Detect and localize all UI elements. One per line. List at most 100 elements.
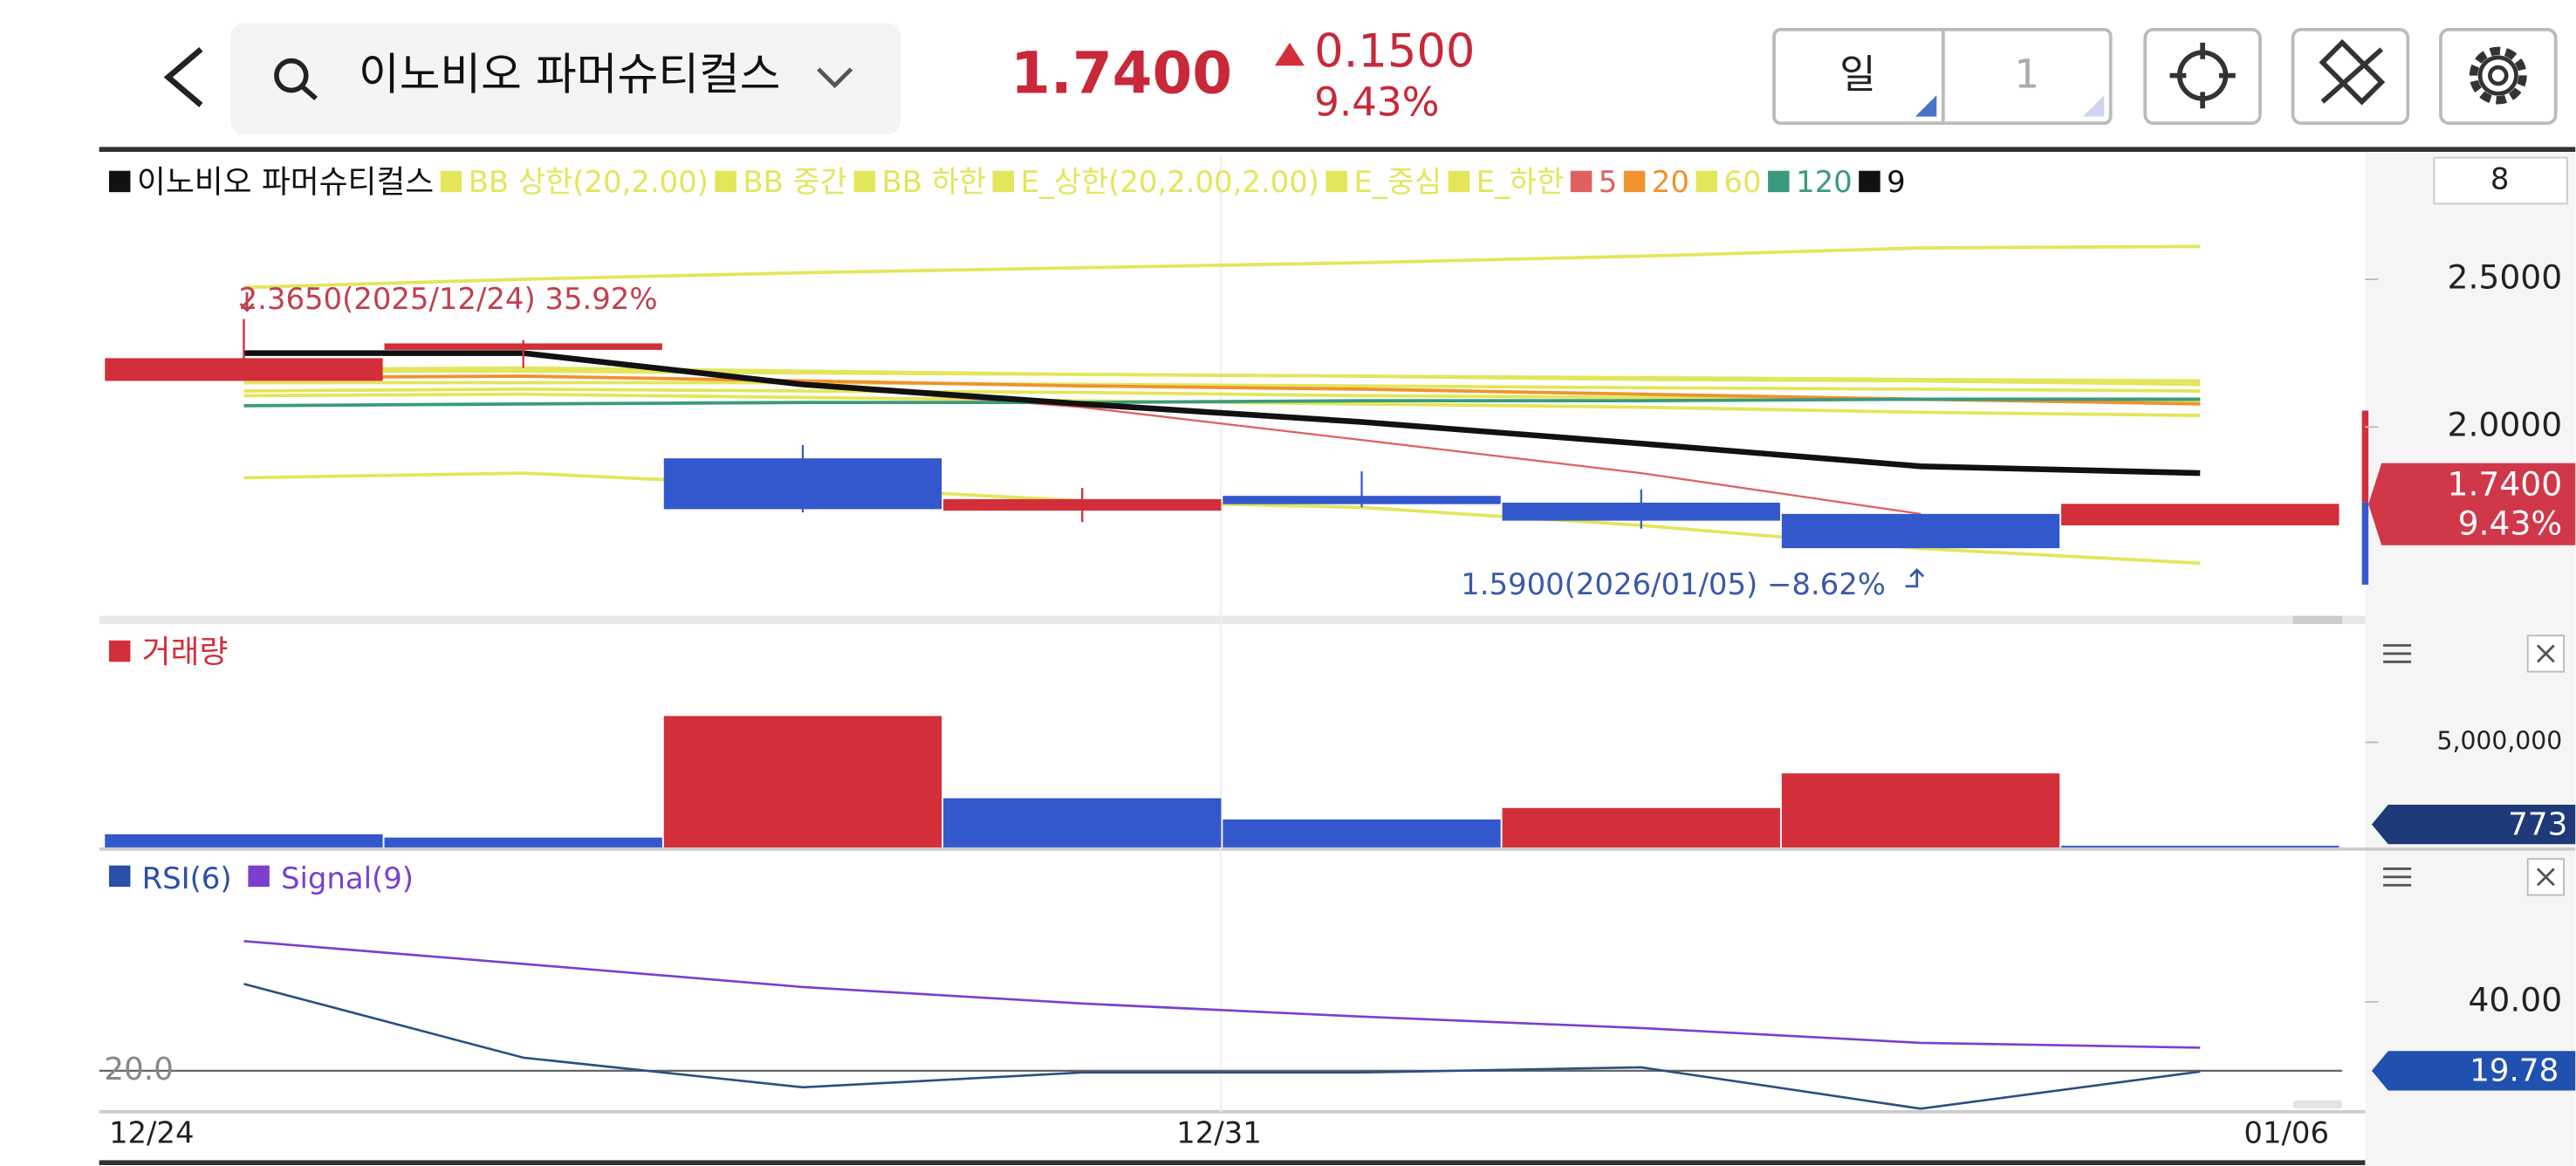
ma-line <box>243 381 2201 393</box>
stock-name: 이노비오 파머슈티컬스 <box>359 48 780 99</box>
ma-line <box>243 397 2201 408</box>
y-tick-label: 5,000,000 <box>2437 727 2563 756</box>
change-rate: 9.43% <box>1314 79 1439 125</box>
legend-swatch <box>1859 170 1881 193</box>
panel-controls <box>2383 634 2566 896</box>
scale-box-value: 8 <box>2490 161 2510 195</box>
close-icon <box>2536 868 2555 887</box>
legend-label: 5 <box>1599 165 1618 199</box>
baseline-label: 20.0 <box>104 1052 174 1087</box>
high-arrow <box>239 292 255 312</box>
candle-body <box>384 343 662 350</box>
ma-line <box>243 369 2201 383</box>
candle-body <box>105 358 383 381</box>
range-bar-down <box>2361 502 2369 585</box>
legend-label: 120 <box>1796 165 1853 199</box>
legend-swatch <box>853 170 875 193</box>
price-tag-value: 1.7400 <box>2448 464 2563 503</box>
legend-swatch <box>108 170 131 193</box>
x-tick-label: 12/31 <box>1176 1116 1262 1150</box>
volume-bar <box>105 833 383 847</box>
legend-swatch <box>440 170 462 193</box>
legend-label: Signal(9) <box>281 861 414 895</box>
up-triangle <box>1274 42 1305 66</box>
candle-body <box>943 498 1222 511</box>
legend-swatch <box>108 865 131 888</box>
legend-swatch <box>1570 170 1593 193</box>
period-count: 1 <box>2014 51 2039 97</box>
candle-body <box>1781 513 2060 549</box>
legend-label: 20 <box>1652 165 1689 199</box>
rsi-line <box>243 983 2201 1110</box>
legend-swatch <box>1768 170 1790 193</box>
crosshair-ticks <box>2169 42 2236 109</box>
range-bar-up <box>2361 410 2369 503</box>
gear-teeth <box>2469 46 2527 105</box>
y-tick-label: 2.5000 <box>2448 257 2563 296</box>
volume-bar <box>1502 807 1780 847</box>
price-tag <box>2368 463 2576 545</box>
search-box[interactable] <box>230 23 901 135</box>
volume-tag-value: 773 <box>2508 806 2567 842</box>
candle-body <box>1502 502 1780 521</box>
legend-label: 9 <box>1887 165 1906 199</box>
rsi-tag-value: 19.78 <box>2470 1053 2559 1089</box>
panel-separator <box>99 615 2366 625</box>
ma-line <box>243 350 2201 477</box>
crosshair-button[interactable] <box>2143 27 2262 126</box>
dropdown-icon <box>817 67 853 89</box>
low-arrow <box>1905 567 1925 588</box>
gear-body <box>2477 55 2518 96</box>
search-icon-handle <box>301 85 318 101</box>
count-corner <box>2082 95 2105 117</box>
period-label: 일 <box>1840 51 1876 97</box>
volume-bar <box>943 798 1222 847</box>
x-tick-label: 12/24 <box>109 1116 195 1150</box>
legend-label: E_상한(20,2.00,2.00) <box>1021 165 1319 199</box>
gear-hole <box>2488 65 2509 86</box>
rsi-line <box>243 940 2201 1049</box>
scale-box[interactable] <box>2433 156 2568 205</box>
legend-label: 60 <box>1723 165 1761 199</box>
volume-label: 거래량 <box>142 634 229 670</box>
price-change: 0.1500 <box>1314 25 1475 79</box>
menu-icon[interactable] <box>2383 644 2412 887</box>
drawing-icon <box>2319 38 2386 106</box>
legend-label: E_하한 <box>1476 165 1565 199</box>
price-tag-rate: 9.43% <box>2458 504 2563 543</box>
current-price: 1.7400 <box>1011 40 1232 107</box>
resize-handle <box>2292 615 2343 625</box>
settings-button[interactable] <box>2439 27 2558 126</box>
legend-label: BB 중간 <box>743 165 847 199</box>
candle-body <box>2061 504 2340 526</box>
volume-bar <box>1223 819 1501 847</box>
period-corner <box>1915 95 1937 117</box>
back-button[interactable] <box>163 46 203 107</box>
legend-label: 이노비오 파머슈티컬스 <box>137 165 434 201</box>
legend-swatch <box>1696 170 1717 193</box>
legend-label: BB 상한(20,2.00) <box>469 165 709 199</box>
x-tick-label: 01/06 <box>2244 1116 2329 1150</box>
legend-swatch <box>1326 170 1347 193</box>
rsi-tag <box>2371 1051 2576 1091</box>
y-tick-label: 2.0000 <box>2448 406 2563 444</box>
y-tick-label: 40.00 <box>2468 980 2562 1019</box>
low-annotation: 1.5900(2026/01/05) −8.62% <box>1461 567 1886 601</box>
resize-handle <box>2292 1100 2343 1109</box>
search-icon <box>274 58 309 93</box>
ma-line <box>243 244 2201 290</box>
legend-swatch <box>992 170 1014 193</box>
legend-swatch <box>715 170 736 193</box>
close-icon <box>2536 644 2555 663</box>
volume-bar <box>1781 773 2060 847</box>
legend-label: E_중심 <box>1353 165 1442 199</box>
legend-swatch <box>1623 170 1646 193</box>
candle-body <box>1223 496 1501 504</box>
legend-swatch <box>108 640 131 662</box>
high-annotation: 2.3650(2025/12/24) 35.92% <box>239 282 658 316</box>
candle-body <box>663 458 942 510</box>
volume-bar <box>384 837 662 847</box>
volume-bar <box>663 716 942 847</box>
